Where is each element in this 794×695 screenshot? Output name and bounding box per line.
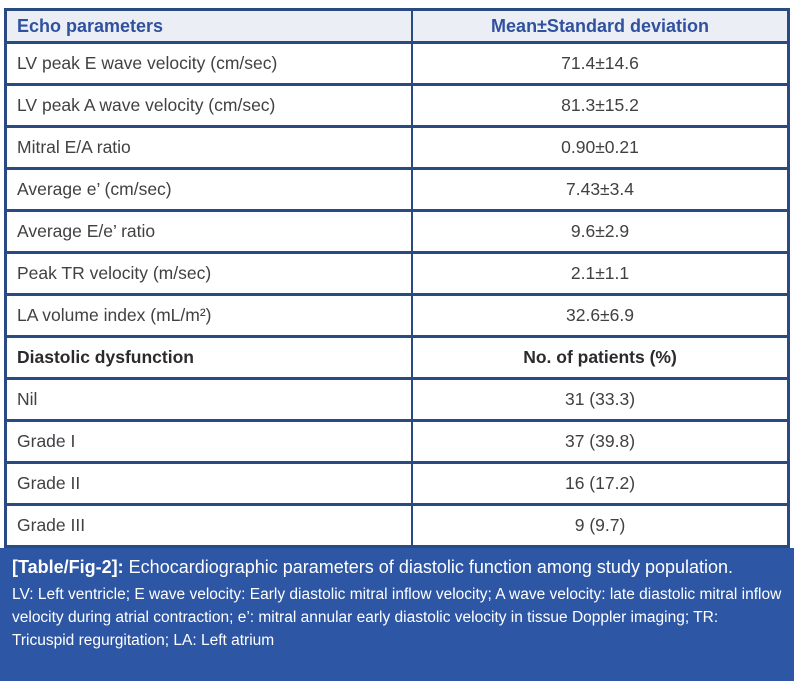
caption-footnote: LV: Left ventricle; E wave velocity: Ear… [12,586,782,649]
table-row: LA volume index (mL/m²) 32.6±6.9 [4,293,790,338]
table-row: Grade III 9 (9.7) [4,503,790,548]
param-cell: LV peak E wave velocity (cm/sec) [4,41,414,86]
value-cell: 0.90±0.21 [411,125,790,170]
param-cell: Mitral E/A ratio [4,125,414,170]
echo-parameters-table: Echo parameters Mean±Standard deviation … [4,8,790,548]
value-cell: 2.1±1.1 [411,251,790,296]
value-cell: 31 (33.3) [411,377,790,422]
table-row: LV peak E wave velocity (cm/sec) 71.4±14… [4,41,790,86]
section-header-no-of-patients: No. of patients (%) [411,335,790,380]
caption-title: [Table/Fig-2]: Echocardiographic paramet… [12,555,782,580]
table-row: Grade II 16 (17.2) [4,461,790,506]
value-cell: 16 (17.2) [411,461,790,506]
table-row: LV peak A wave velocity (cm/sec) 81.3±15… [4,83,790,128]
table-header-row: Echo parameters Mean±Standard deviation [4,8,790,44]
param-cell: Grade I [4,419,414,464]
caption-band: [Table/Fig-2]: Echocardiographic paramet… [0,548,794,681]
param-cell: Average e’ (cm/sec) [4,167,414,212]
value-cell: 7.43±3.4 [411,167,790,212]
caption-label: [Table/Fig-2]: [12,557,124,577]
value-cell: 9.6±2.9 [411,209,790,254]
value-cell: 81.3±15.2 [411,83,790,128]
section-header-row: Diastolic dysfunction No. of patients (%… [4,335,790,380]
section-header-diastolic-dysfunction: Diastolic dysfunction [4,335,414,380]
param-cell: Grade III [4,503,414,548]
table-row: Nil 31 (33.3) [4,377,790,422]
column-header-echo-parameters: Echo parameters [4,8,414,44]
param-cell: Nil [4,377,414,422]
table-row: Peak TR velocity (m/sec) 2.1±1.1 [4,251,790,296]
column-header-mean-sd: Mean±Standard deviation [411,8,790,44]
table-row: Average e’ (cm/sec) 7.43±3.4 [4,167,790,212]
value-cell: 37 (39.8) [411,419,790,464]
param-cell: Grade II [4,461,414,506]
caption-title-text: Echocardiographic parameters of diastoli… [128,557,734,577]
value-cell: 9 (9.7) [411,503,790,548]
param-cell: Average E/e’ ratio [4,209,414,254]
param-cell: Peak TR velocity (m/sec) [4,251,414,296]
value-cell: 71.4±14.6 [411,41,790,86]
table-row: Average E/e’ ratio 9.6±2.9 [4,209,790,254]
param-cell: LA volume index (mL/m²) [4,293,414,338]
table-row: Mitral E/A ratio 0.90±0.21 [4,125,790,170]
param-cell: LV peak A wave velocity (cm/sec) [4,83,414,128]
value-cell: 32.6±6.9 [411,293,790,338]
table-row: Grade I 37 (39.8) [4,419,790,464]
